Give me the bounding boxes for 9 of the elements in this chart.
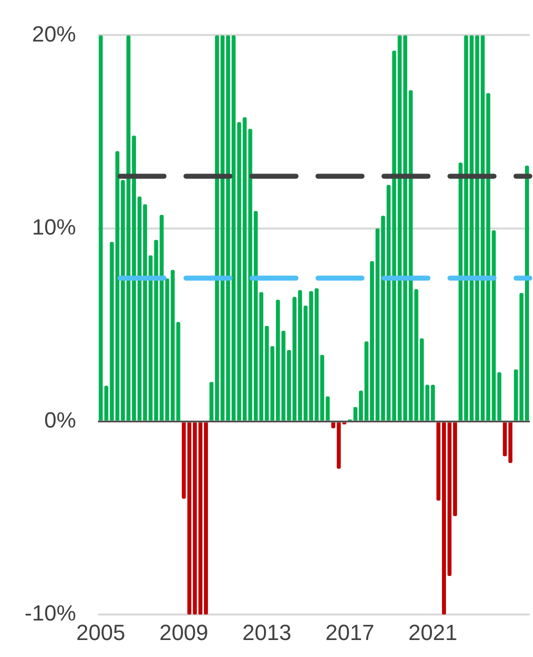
y-tick-label: -10%	[24, 600, 76, 626]
y-tick-label: 10%	[32, 214, 76, 240]
x-tick-label: 2005	[76, 620, 126, 645]
x-tick-label: 2017	[325, 620, 374, 645]
x-tick-label: 2013	[242, 620, 292, 645]
y-tick-label: 20%	[32, 21, 76, 46]
x-tick-label: 2009	[159, 620, 208, 645]
x-tick-label: 2021	[408, 620, 458, 645]
y-tick-label: 0%	[44, 408, 76, 433]
